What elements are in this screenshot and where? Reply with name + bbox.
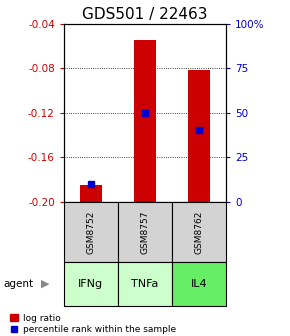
Text: ▶: ▶ (41, 279, 49, 289)
Text: IFNg: IFNg (78, 279, 104, 289)
Legend: log ratio, percentile rank within the sample: log ratio, percentile rank within the sa… (10, 313, 176, 334)
Title: GDS501 / 22463: GDS501 / 22463 (82, 7, 208, 23)
Bar (64, 262, 118, 306)
Bar (118, 202, 172, 262)
Bar (172, 262, 226, 306)
Bar (118, 262, 172, 306)
Text: GSM8752: GSM8752 (86, 210, 95, 254)
Text: GSM8757: GSM8757 (140, 210, 150, 254)
Text: agent: agent (3, 279, 33, 289)
Text: TNFa: TNFa (131, 279, 159, 289)
Bar (188, 70, 210, 202)
Bar (64, 202, 118, 262)
Text: IL4: IL4 (191, 279, 207, 289)
Bar (134, 40, 156, 202)
Text: GSM8762: GSM8762 (195, 210, 204, 254)
Bar (172, 202, 226, 262)
Bar (80, 185, 102, 202)
